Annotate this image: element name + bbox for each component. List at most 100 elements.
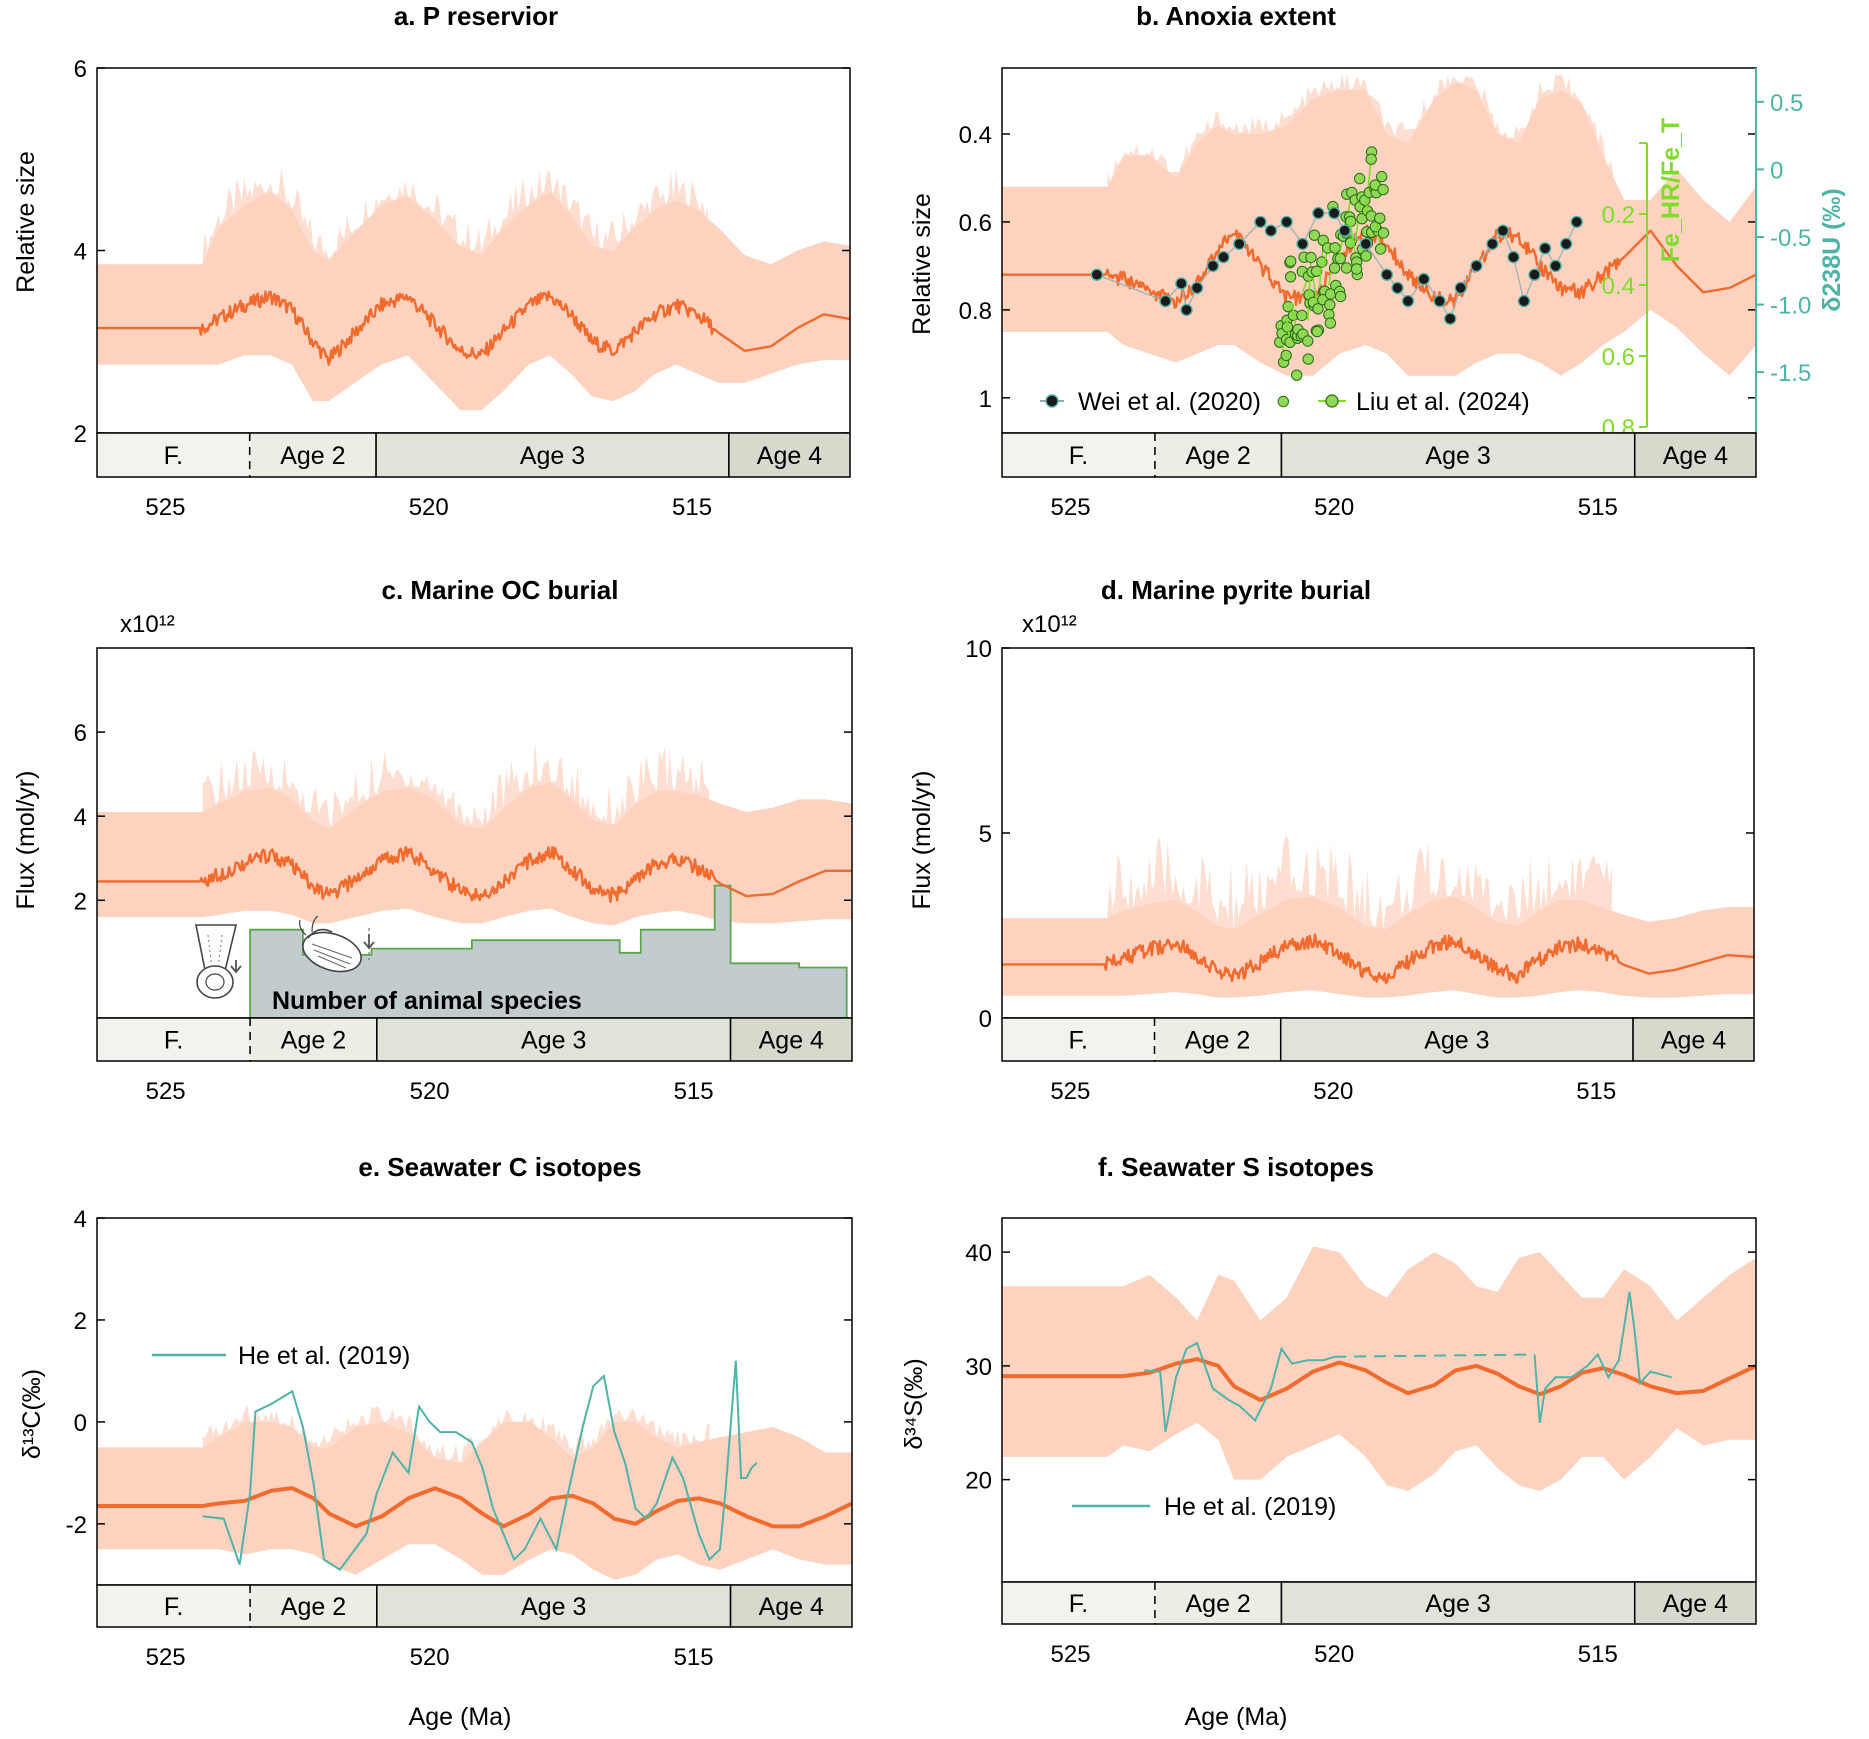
- liu-2024-point: [1350, 263, 1363, 275]
- panel-d-band-spikes: [1107, 835, 1612, 930]
- wei-2020-point: [1180, 303, 1193, 317]
- stage-label: F.: [1069, 1027, 1088, 1055]
- liu-2024-point: [1280, 349, 1292, 362]
- x-tick-label: 520: [1314, 1641, 1354, 1668]
- wei-2020-point: [1359, 237, 1373, 251]
- liu-2024-point: [1291, 369, 1303, 381]
- panel-a-lines: [97, 290, 850, 366]
- wei-2020-point: [1549, 259, 1562, 273]
- liu-2024-point: [1334, 290, 1347, 303]
- stage-box: [1632, 1017, 1755, 1062]
- panel-f-title: f. Seawater S isotopes: [1098, 1152, 1374, 1182]
- legend-liu-marker: [1325, 394, 1339, 408]
- y-tick-label: 6: [74, 720, 87, 747]
- he-2019-line: [202, 1360, 758, 1572]
- y-tick-label: 6: [74, 56, 87, 83]
- panel-a-band-polygon: [97, 191, 850, 411]
- stage-label: Age 3: [1424, 1027, 1489, 1055]
- panel-e-seawater-c-isotopes: e. Seawater C isotopes δ¹³C(‰) He et al.…: [18, 1152, 853, 1731]
- panel-c-band-spikes: [202, 741, 710, 829]
- he-2019-line-a: [1144, 1341, 1335, 1432]
- panel-c-stage-bar: F. Age 2 Age 3 Age 4: [96, 1017, 853, 1062]
- x-tick-label: 525: [1050, 1078, 1090, 1105]
- y-tick-label: 2: [74, 888, 87, 915]
- stage-label: Age 3: [520, 442, 585, 470]
- stage-label: Age 4: [1663, 442, 1728, 470]
- panel-b-secondary-axes: 0.20.40.60.8Fe_HR/Fe_T0.50-0.5-1.0-1.5δ2…: [1602, 68, 1846, 442]
- wei-2020-point: [1254, 215, 1267, 229]
- liu-2024-point: [1310, 265, 1323, 277]
- x-tick-label: 515: [1578, 494, 1618, 521]
- feht-tick-label: 0.6: [1602, 344, 1635, 371]
- panel-e-lines: [97, 1360, 852, 1572]
- feht-axis-label: Fe_HR/Fe_T: [1657, 118, 1685, 262]
- stage-box: [96, 432, 251, 478]
- x-tick-label: 515: [674, 1078, 714, 1105]
- wei-2020-point: [1280, 215, 1293, 229]
- x-tick-label: 525: [1051, 1641, 1091, 1668]
- u-tick-label: -1.0: [1770, 293, 1811, 320]
- liu-2024-point: [1312, 303, 1324, 315]
- stage-label: Age 2: [1186, 442, 1251, 470]
- panel-c-lines: [97, 845, 852, 903]
- y-tick-label: 4: [74, 1206, 87, 1233]
- y-tick-label: 0.6: [959, 210, 992, 237]
- stage-label: Age 4: [759, 1593, 824, 1621]
- panel-e-x-axis-label: Age (Ma): [409, 1703, 512, 1731]
- x-tick-label: 520: [1313, 1078, 1353, 1105]
- panel-f-x-axis-label: Age (Ma): [1185, 1703, 1288, 1731]
- panel-d-uncertainty-band: [1002, 835, 1754, 998]
- panel-f-lines: [1002, 1291, 1756, 1432]
- wei-2020-point: [1538, 242, 1552, 255]
- stage-label: F.: [164, 442, 183, 470]
- liu-2024-point: [1285, 255, 1297, 267]
- panel-d-band-polygon: [1002, 895, 1754, 998]
- stage-label: Age 3: [521, 1593, 586, 1621]
- panel-a-y-axis-label: Relative size: [12, 151, 40, 293]
- stage-label: Age 2: [281, 1027, 346, 1055]
- liu-2024-point: [1377, 183, 1389, 196]
- liu-2024-link: [1349, 220, 1357, 258]
- stage-label: Age 4: [759, 1027, 824, 1055]
- stage-box: [376, 1017, 732, 1062]
- panel-c-model-line: [97, 845, 852, 903]
- x-tick-label: 525: [146, 1078, 186, 1105]
- he-2019-gap-dash: [1334, 1353, 1535, 1358]
- liu-2024-point: [1376, 170, 1388, 183]
- liu-2024-point: [1305, 251, 1317, 264]
- wei-2020-point: [1570, 215, 1583, 229]
- liu-2024-point: [1328, 262, 1341, 274]
- panel-e-stage-bar: F. Age 2 Age 3 Age 4: [96, 1584, 853, 1628]
- panel-b-wei-2020-points: [1090, 206, 1583, 325]
- legend-wei-marker: [1045, 394, 1059, 408]
- panel-b-ticks: 0.4 0.6 0.8 1 525 520 515: [959, 122, 1756, 521]
- feht-tick-label: 0.2: [1602, 202, 1635, 229]
- panel-f-legend: He et al. (2019): [1072, 1493, 1336, 1521]
- panel-f-uncertainty-band: [1002, 1246, 1756, 1491]
- panel-c-title: c. Marine OC burial: [382, 575, 619, 605]
- x-tick-label: 515: [672, 494, 712, 521]
- stage-box: [728, 432, 851, 478]
- stage-label: Age 4: [757, 442, 822, 470]
- y-tick-label: 40: [965, 1240, 992, 1267]
- wei-2020-point: [1190, 281, 1204, 295]
- legend-he-label-f: He et al. (2019): [1164, 1493, 1336, 1521]
- panel-f-seawater-s-isotopes: f. Seawater S isotopes δ³⁴S(‰) He et al.…: [900, 1152, 1757, 1731]
- x-tick-label: 520: [1314, 494, 1354, 521]
- panel-b-y-axis-label: Relative size: [908, 193, 936, 335]
- stage-box: [1280, 1581, 1636, 1625]
- x-tick-label: 515: [1576, 1078, 1616, 1105]
- panel-d-stage-bar: F. Age 2 Age 3 Age 4: [1001, 1017, 1755, 1062]
- stage-label: Age 3: [1425, 442, 1490, 470]
- feht-tick-label: 0.4: [1602, 273, 1635, 300]
- y-tick-label: 30: [965, 1354, 992, 1381]
- x-tick-label: 515: [674, 1644, 714, 1671]
- stage-box: [1279, 1017, 1634, 1062]
- y-tick-label: 0: [979, 1006, 992, 1033]
- liu-2024-point: [1354, 172, 1366, 185]
- panel-c-y-axis-label: Flux (mol/yr): [12, 771, 40, 910]
- stage-label: Age 3: [1425, 1590, 1490, 1618]
- panel-a-stage-bar: F. Age 2 Age 3 Age 4: [96, 432, 851, 478]
- wei-2020-point: [1433, 294, 1446, 308]
- panel-f-band-polygon: [1002, 1246, 1756, 1491]
